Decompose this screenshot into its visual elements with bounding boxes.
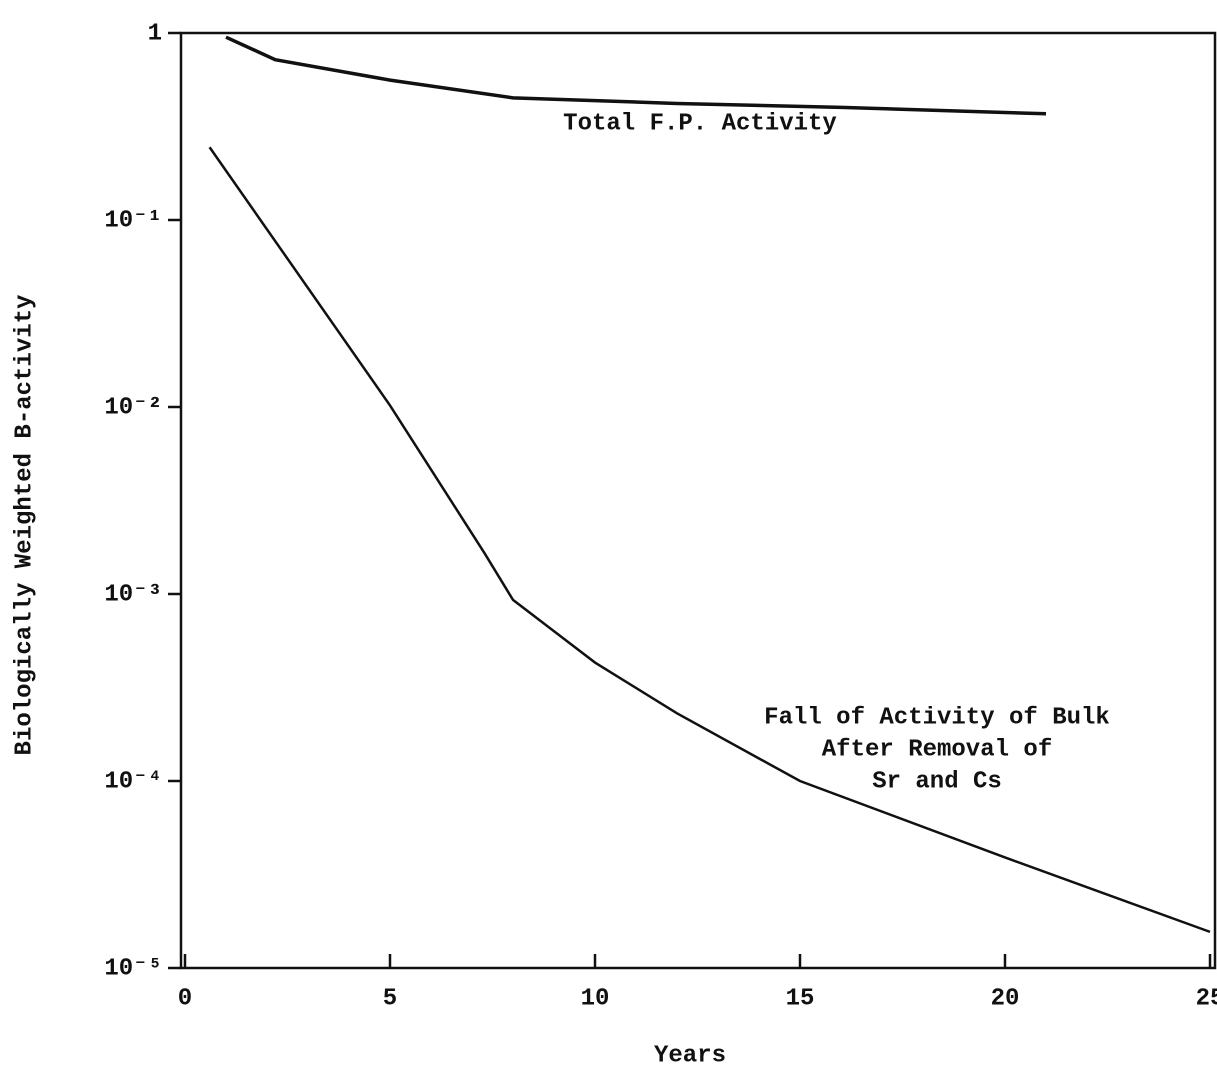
y-tick-label: 10⁻³ — [104, 581, 162, 608]
y-tick-label: 10⁻¹ — [104, 207, 162, 234]
series-annotation: Fall of Activity of Bulk — [764, 704, 1110, 731]
series-annotation: Total F.P. Activity — [563, 110, 837, 137]
y-tick-label: 10⁻² — [104, 394, 162, 421]
x-tick-label: 10 — [581, 985, 610, 1012]
series-annotation: After Removal of — [822, 736, 1052, 763]
y-axis-label: Biologically Weighted B-activity — [11, 295, 38, 756]
data-line — [225, 35, 1047, 116]
y-tick-label: 1 — [148, 20, 162, 47]
x-tick-label: 5 — [383, 985, 397, 1012]
axes-frame — [179, 31, 1217, 970]
series-annotation: Sr and Cs — [872, 768, 1002, 795]
x-tick-label: 25 — [1196, 985, 1217, 1012]
data-line — [208, 146, 1211, 934]
x-tick-label: 15 — [786, 985, 815, 1012]
x-tick-label: 20 — [991, 985, 1020, 1012]
y-tick-label: 10⁻⁵ — [104, 955, 162, 982]
y-tick-label: 10⁻⁴ — [104, 768, 162, 795]
x-tick-label: 0 — [178, 985, 192, 1012]
x-axis-label: Years — [654, 1042, 726, 1069]
